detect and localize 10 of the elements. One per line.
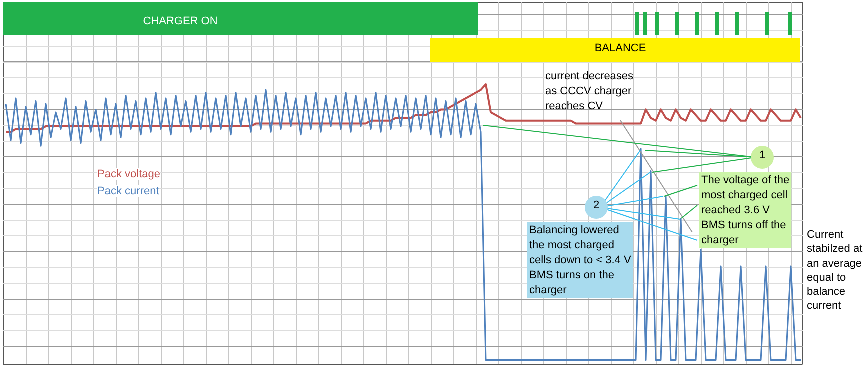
- annotation: 1: [759, 150, 766, 162]
- text: Pack voltage: [98, 168, 160, 180]
- text: Pack current: [98, 186, 160, 198]
- text: BALANCE: [594, 42, 646, 54]
- text: Current stabilzed at an average equal to balance current: [807, 228, 863, 314]
- annotation: 2: [593, 200, 600, 212]
- annotation: Balancing lowered the most charged cells down to < 3.4 V BMS turns on the charger: [530, 224, 632, 296]
- annotation: The voltage of the most charged cell reached 3.6 V BMS turns off the charger: [702, 174, 790, 246]
- annotation: current decreases as CCCV charger reaches CV: [546, 70, 634, 112]
- text: CHARGER ON: [143, 16, 218, 28]
